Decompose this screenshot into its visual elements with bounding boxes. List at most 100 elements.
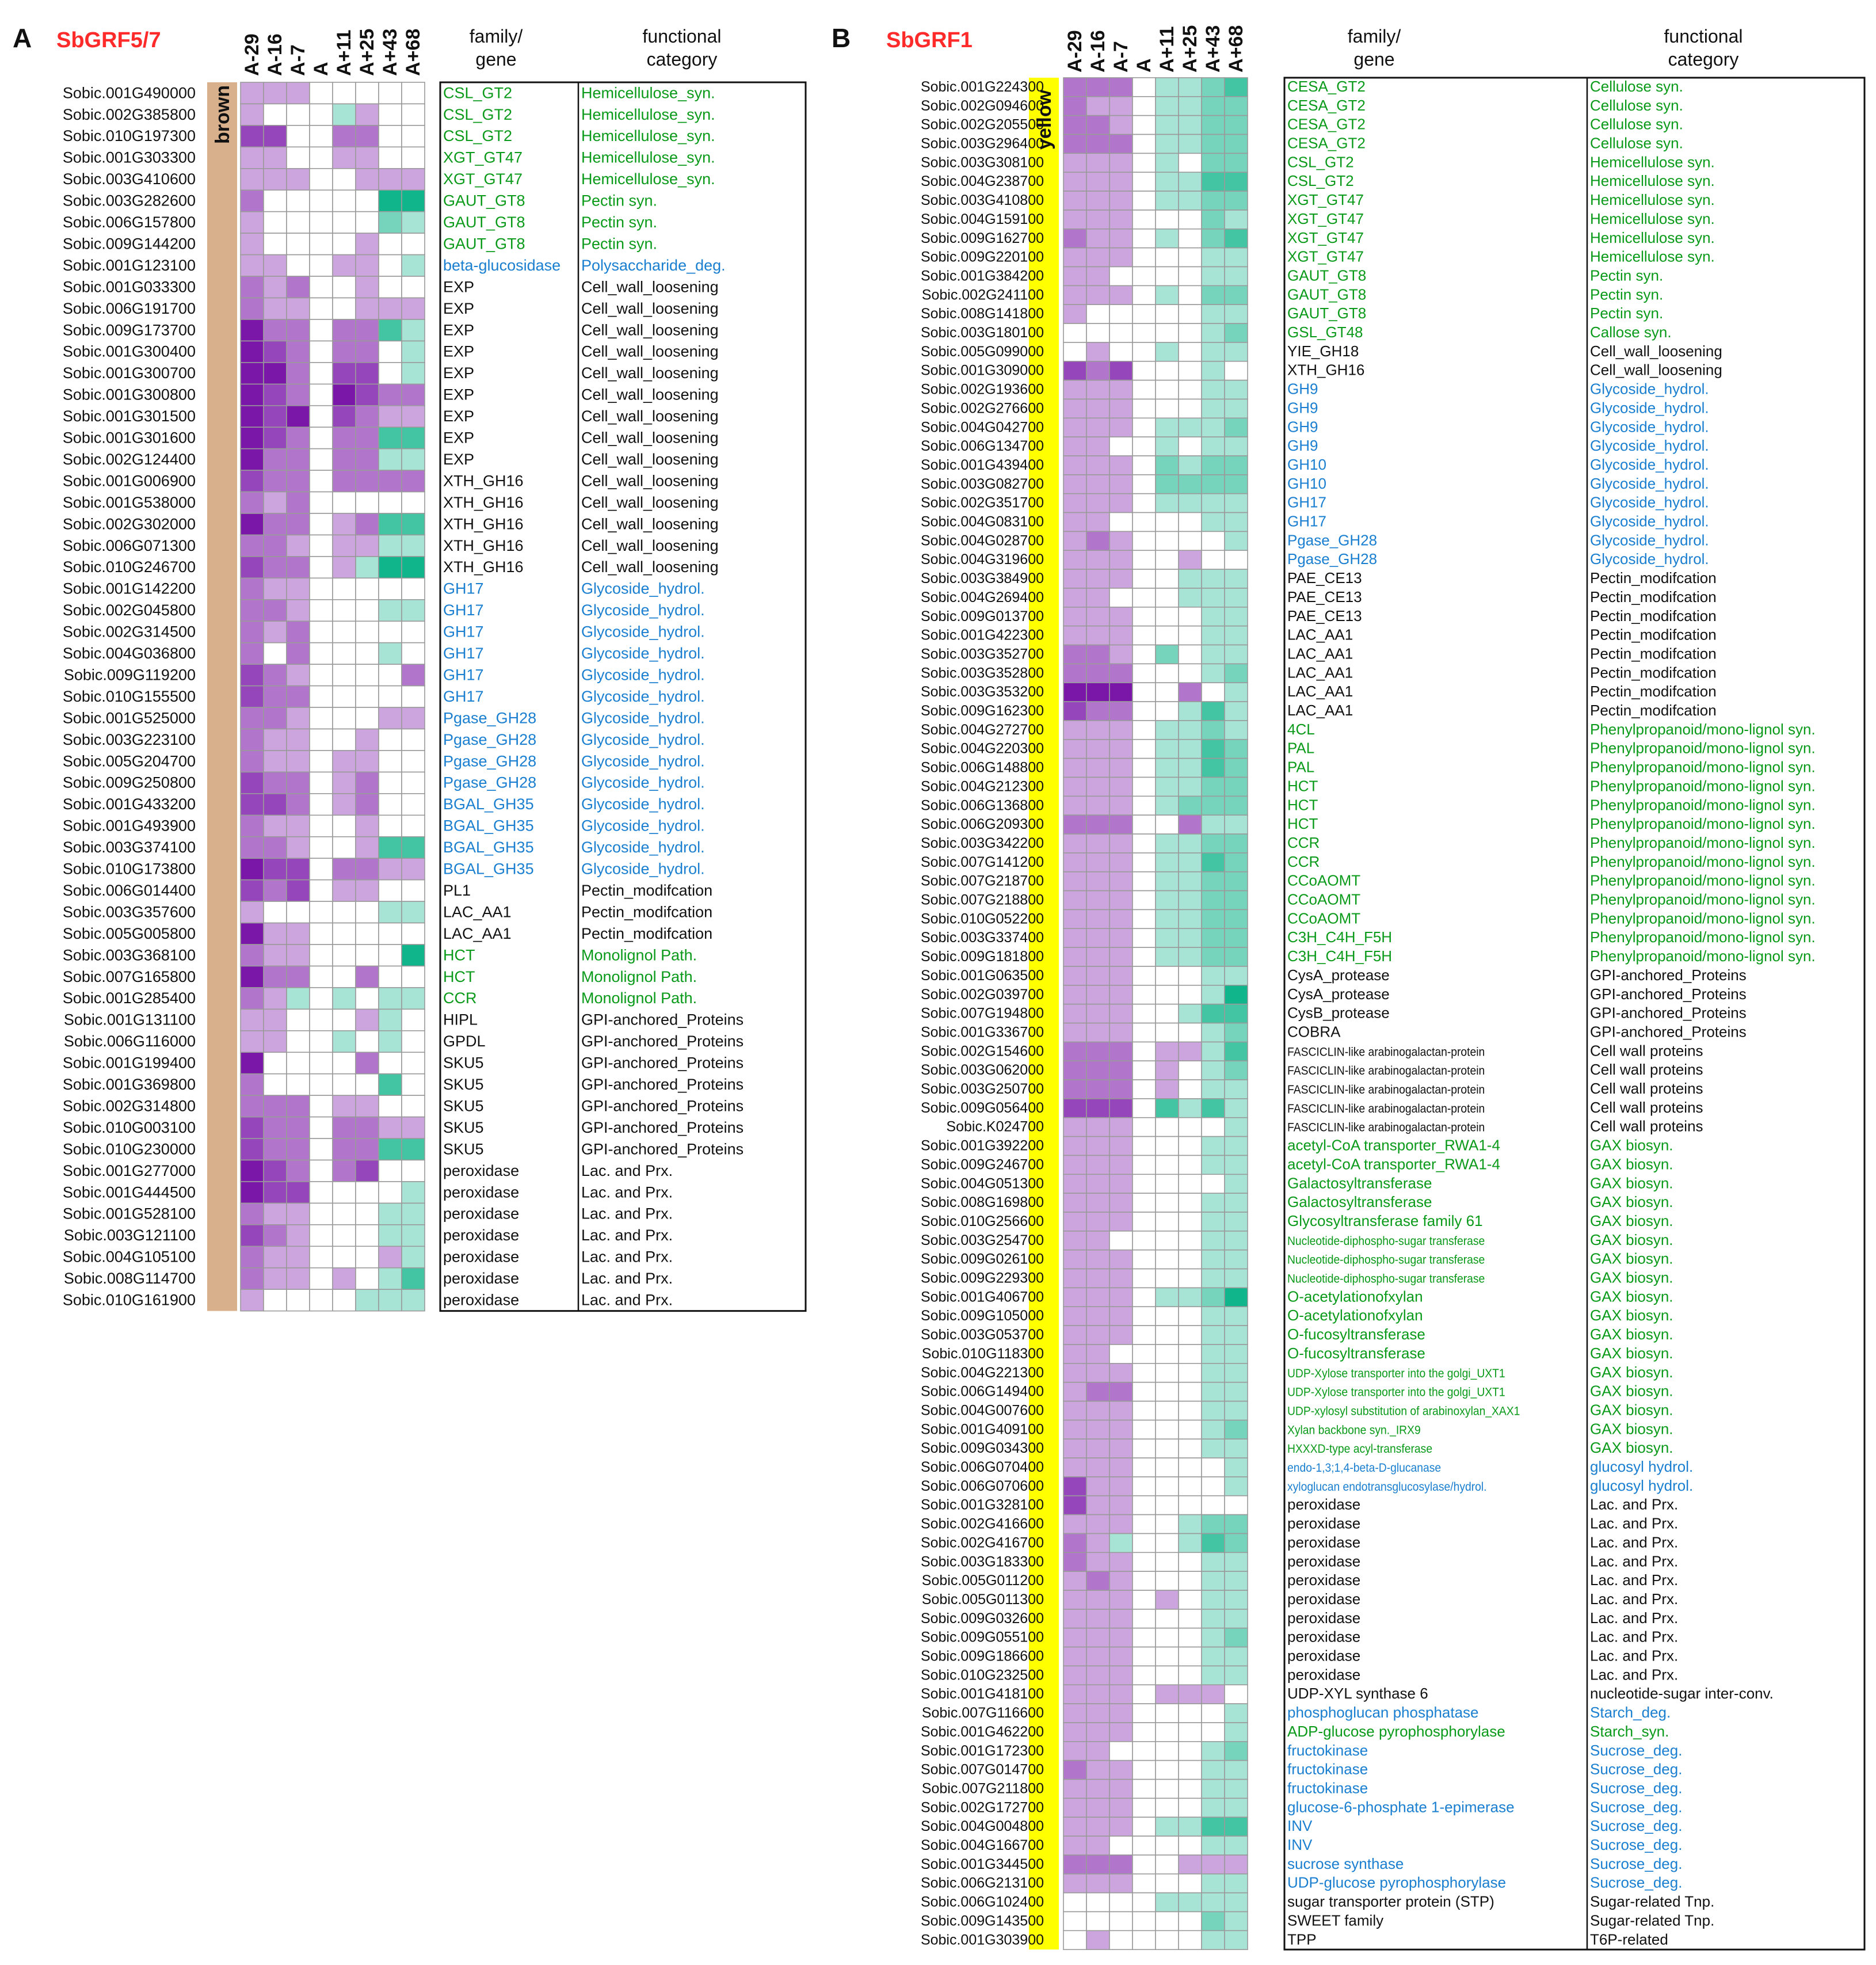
heatmap-cell [1178, 1268, 1202, 1289]
annotation-table-border [439, 81, 807, 1312]
functional-category-label: Hemicellulose_syn. [581, 127, 715, 144]
heatmap-cell [263, 879, 287, 902]
heatmap-cell [1132, 1381, 1156, 1402]
heatmap-cell [1224, 966, 1248, 986]
heatmap-cell [1063, 833, 1087, 854]
heatmap-cell [332, 1289, 356, 1312]
functional-category-label: Cell_wall_loosening [581, 558, 719, 576]
heatmap-cell [1201, 890, 1225, 911]
gene-id-label: Sobic.001G525000 [63, 709, 196, 726]
heatmap-cell [401, 771, 425, 794]
heatmap-cell [378, 793, 402, 816]
heatmap-cell [378, 814, 402, 837]
heatmap-cell [1224, 928, 1248, 948]
heatmap-cell [401, 599, 425, 622]
heatmap-cell [1224, 1552, 1248, 1572]
heatmap-cell [332, 233, 356, 256]
heatmap-cell [1063, 738, 1087, 759]
family-gene-label: O-fucosyltransferase [1287, 1345, 1425, 1362]
heatmap-cell [286, 254, 310, 277]
heatmap-cell [1132, 1079, 1156, 1099]
heatmap-cell [240, 707, 264, 730]
heatmap-cell [332, 1073, 356, 1096]
heatmap-cell [1201, 1930, 1225, 1950]
heatmap-cell [1063, 247, 1087, 268]
gene-id-label: Sobic.003G410600 [63, 170, 196, 188]
heatmap-cell [1178, 947, 1202, 967]
heatmap-cell [1201, 493, 1225, 513]
heatmap-cell [1155, 115, 1179, 135]
gene-id-label: Sobic.002G172700 [921, 1799, 1044, 1815]
heatmap-cell [1155, 947, 1179, 967]
functional-category-label: Glycoside_hydrol. [581, 817, 705, 835]
heatmap-cell [1178, 1079, 1202, 1099]
heatmap-cell [1178, 1798, 1202, 1818]
heatmap-cell [1155, 909, 1179, 930]
heatmap-cell [355, 1159, 379, 1182]
heatmap-cell [1224, 588, 1248, 608]
heatmap-cell [1109, 569, 1133, 589]
heatmap-cell [1178, 77, 1202, 97]
heatmap-cell [1063, 474, 1087, 494]
heatmap-cell [1109, 928, 1133, 948]
heatmap-cell [263, 556, 287, 579]
heatmap-cell [240, 340, 264, 363]
gene-id-label: Sobic.004G166700 [921, 1837, 1044, 1853]
heatmap-cell [309, 1095, 333, 1118]
heatmap-cell [1086, 1098, 1110, 1118]
heatmap-cell [1132, 134, 1156, 154]
heatmap-cell [1155, 266, 1179, 287]
heatmap-cell [309, 1181, 333, 1204]
heatmap-cell [309, 1159, 333, 1182]
heatmap-cell [1086, 966, 1110, 986]
heatmap-cell [1109, 1571, 1133, 1591]
heatmap-cell [1109, 1344, 1133, 1364]
heatmap-cell [1201, 153, 1225, 173]
heatmap-cell [1063, 285, 1087, 306]
heatmap-cell [240, 1159, 264, 1182]
functional-category-label: Lac. and Prx. [581, 1205, 673, 1223]
heatmap-cell [1201, 1155, 1225, 1175]
heatmap-cell [1224, 663, 1248, 683]
panel-b: B SbGRF1 A-29 A-16 A-7 A A+11 A+25 A+43 A+68 fam… [832, 23, 1866, 1951]
heatmap-cell [1178, 833, 1202, 854]
heatmap-cell [240, 728, 264, 751]
gene-id-label: Sobic.007G218800 [921, 892, 1044, 908]
functional-category-label: GPI-anchored_Proteins [581, 1054, 743, 1072]
heatmap-cell [1063, 1174, 1087, 1194]
family-gene-label: Nucleotide-diphospho-sugar transferase [1287, 1235, 1485, 1248]
heatmap-cell [401, 707, 425, 730]
heatmap-cell [355, 1289, 379, 1312]
heatmap-cell [1178, 1684, 1202, 1704]
heatmap-cell [286, 922, 310, 945]
gene-id-label: Sobic.007G014700 [921, 1762, 1044, 1778]
heatmap-cell [1201, 720, 1225, 740]
heatmap-cell [401, 319, 425, 342]
heatmap-cell [1109, 871, 1133, 892]
heatmap-cell [1132, 1892, 1156, 1913]
heatmap-cell [1132, 153, 1156, 173]
heatmap-cell [1201, 1098, 1225, 1118]
functional-category-label: Cell_wall_loosening [581, 386, 719, 403]
functional-category-label: Cell_wall_loosening [581, 515, 719, 532]
heatmap-cell [1155, 1325, 1179, 1345]
heatmap-cell [1063, 966, 1087, 986]
heatmap-cell [1224, 172, 1248, 192]
functional-category-label: Glycoside_hydrol. [1590, 399, 1709, 416]
heatmap-cell [1201, 360, 1225, 381]
family-gene-label: LAC_AA1 [1287, 645, 1353, 662]
gene-id-label: Sobic.009G162300 [921, 703, 1044, 719]
functional-category-label: Cell wall proteins [1590, 1061, 1703, 1078]
functional-category-label: GAX biosyn. [1590, 1420, 1673, 1437]
gene-id-label: Sobic.002G154600 [921, 1043, 1044, 1059]
heatmap-cell [263, 793, 287, 816]
heatmap-cell [332, 297, 356, 320]
heatmap-cell [1132, 1306, 1156, 1326]
family-gene-label: GH17 [443, 645, 484, 662]
heatmap-cell [355, 1073, 379, 1096]
heatmap-cell [1155, 210, 1179, 230]
family-gene-label: peroxidase [1287, 1496, 1360, 1513]
heatmap-cell [355, 879, 379, 902]
heatmap-cell [1132, 228, 1156, 249]
heatmap-cell [1155, 607, 1179, 627]
